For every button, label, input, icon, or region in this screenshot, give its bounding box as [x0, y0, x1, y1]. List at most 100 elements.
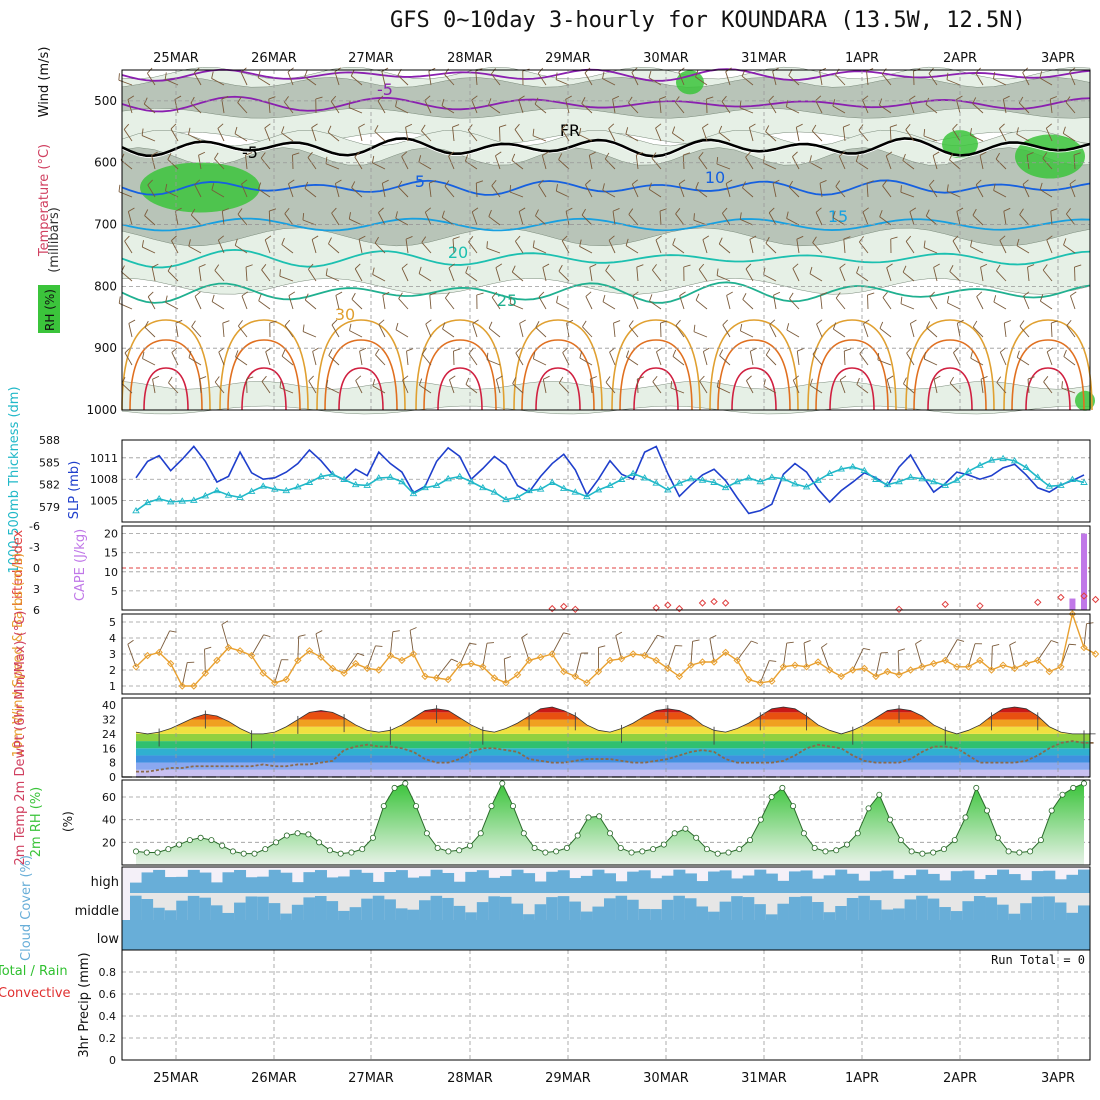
wind-barb — [795, 127, 800, 142]
wind-barb — [537, 73, 547, 86]
wind-barb — [198, 267, 202, 282]
barb-flag — [816, 319, 823, 325]
thickness-point — [929, 477, 938, 485]
precip-tick-label: 0.8 — [99, 966, 117, 979]
wind10-point — [271, 679, 279, 687]
wind10-point — [1080, 643, 1088, 652]
rh-point — [466, 842, 473, 849]
cape-tick-label: 20 — [104, 528, 118, 541]
wind-barb — [953, 352, 961, 366]
wind-barb — [812, 353, 823, 366]
cloud-high-bar — [835, 869, 848, 893]
wind-barb — [976, 296, 984, 310]
thickness-point — [143, 498, 152, 506]
thickness-tick-label: 579 — [39, 501, 60, 514]
cloud-high-bar — [1031, 871, 1044, 893]
cloud-mid-bar — [338, 910, 351, 920]
cloud-high-bar — [384, 872, 397, 893]
cloud-mid-bar — [442, 897, 455, 920]
barb-flag — [354, 151, 360, 158]
barb-flag — [839, 375, 847, 381]
wind-barb — [816, 323, 823, 338]
barb-flag — [488, 321, 493, 329]
barb-flag — [796, 123, 803, 128]
wind10-barb — [1083, 623, 1087, 648]
cloud-high-bar — [419, 876, 432, 893]
wind-barb — [541, 155, 547, 170]
wind-barb — [608, 128, 616, 142]
upper-air-frame — [121, 69, 1091, 411]
rh-point — [1059, 791, 1066, 798]
wind-barb — [442, 328, 455, 338]
cloud-high-bar — [661, 875, 674, 893]
barb-flag — [882, 291, 888, 298]
wind10-point — [779, 663, 788, 671]
barb-flag — [579, 239, 582, 247]
thickness-point — [860, 466, 869, 474]
barb-flag — [786, 323, 790, 331]
thickness-point — [421, 483, 429, 491]
wind-barb — [265, 351, 271, 366]
wind-axis-label: Wind (m/s) — [37, 47, 52, 118]
wind-barb — [695, 76, 708, 86]
wind-barb — [674, 101, 685, 114]
barb-flag — [741, 69, 746, 77]
rh-point — [865, 805, 872, 812]
wind-barb — [1073, 155, 1076, 170]
wind-barb — [397, 74, 409, 86]
rh-point — [413, 803, 420, 810]
date-label-bottom: 2APR — [943, 1071, 977, 1086]
barb-flag — [127, 639, 134, 645]
wind10-tick-label: 2 — [109, 664, 116, 677]
wind-barb — [1046, 351, 1053, 366]
rh-area — [136, 783, 1084, 865]
barb-flag — [866, 180, 874, 184]
wind10-point — [895, 671, 903, 679]
wind-barb — [245, 155, 248, 170]
wind-barb — [1050, 211, 1053, 226]
cloud-mid-bar — [638, 908, 651, 920]
wind-barb — [699, 380, 708, 394]
warm-contour-loop — [815, 339, 889, 411]
thickness-point — [814, 476, 822, 483]
barb-flag — [452, 124, 460, 128]
cloud-mid-bar — [604, 898, 616, 920]
cloud-mid-bar — [395, 908, 408, 920]
barb-flag — [556, 295, 559, 303]
wind10-barb — [221, 624, 229, 648]
barb-flag — [929, 291, 935, 298]
wind-barb — [809, 161, 823, 170]
cloud-mid-bar — [384, 899, 397, 920]
barb-flag — [302, 324, 305, 332]
barb-flag — [164, 72, 167, 80]
wind-barb — [649, 188, 662, 198]
thickness-axis-label: 1000-500mb Thickness (dm) — [7, 386, 22, 573]
wind-barb — [218, 351, 225, 366]
wind-barb — [486, 359, 501, 366]
barb-flag — [123, 123, 130, 130]
barb-flag — [953, 347, 959, 353]
barb-flag — [395, 211, 398, 219]
barb-flag — [315, 630, 323, 635]
barb-flag — [128, 319, 136, 324]
wind-barb — [695, 299, 708, 310]
wind-barb — [993, 301, 1007, 310]
wind-barb — [717, 386, 731, 394]
barb-flag — [1016, 238, 1020, 246]
run-total-label: Run Total = 0 — [991, 953, 1085, 967]
barb-flag — [702, 123, 709, 129]
thickness-point — [479, 483, 487, 491]
barb-flag — [1026, 151, 1034, 156]
rh-point — [305, 831, 312, 838]
barb-flag — [348, 100, 351, 108]
wind10-barb — [459, 643, 470, 666]
barb-flag — [512, 377, 517, 384]
rh-point — [639, 848, 646, 855]
wind-barb — [833, 328, 846, 338]
thickness-tick-label: 588 — [39, 434, 60, 447]
pressure-tick-label: 800 — [94, 279, 117, 293]
rh-point — [154, 849, 161, 856]
wind-barb — [558, 382, 570, 394]
wind-barb — [625, 133, 639, 142]
